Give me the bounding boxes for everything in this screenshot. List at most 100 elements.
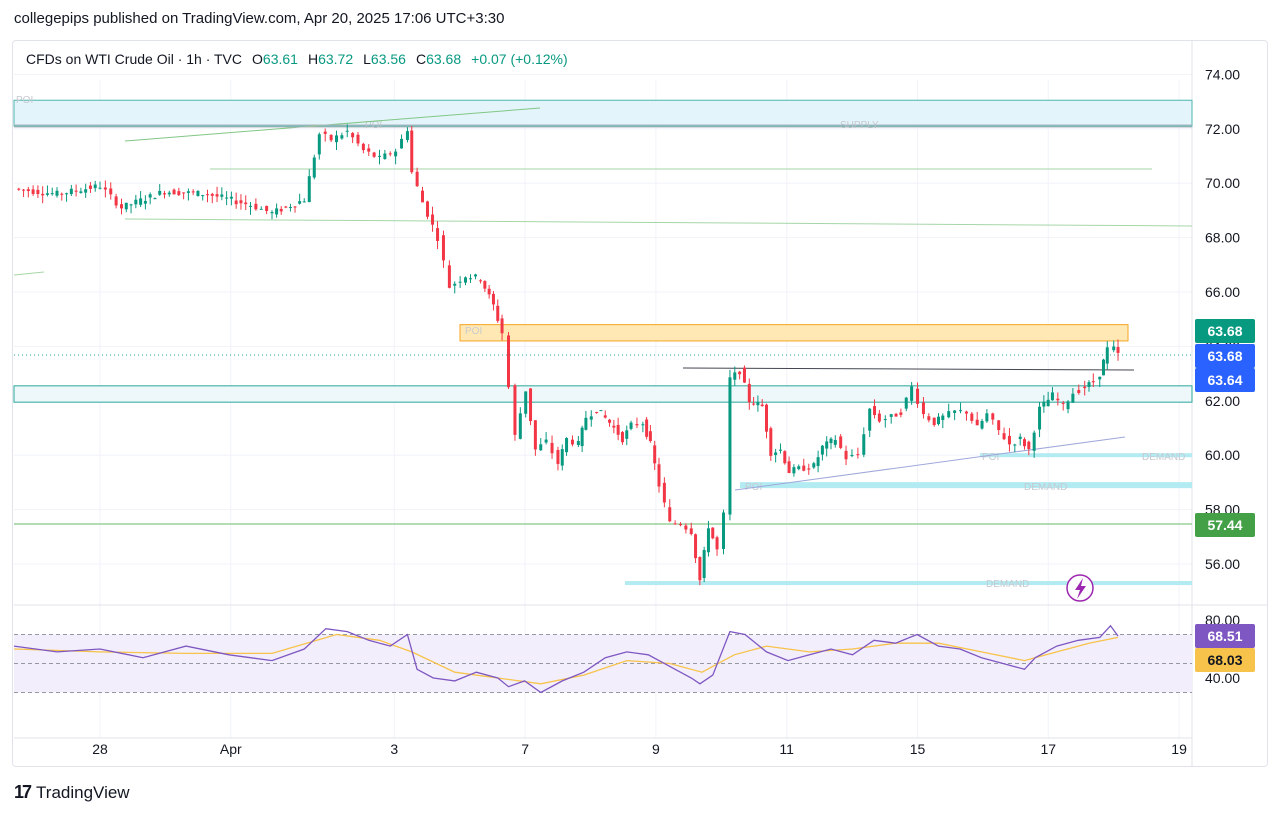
candle-body bbox=[1013, 444, 1017, 446]
candle-body bbox=[603, 415, 607, 418]
candle-body bbox=[937, 416, 940, 425]
candle-body bbox=[275, 208, 279, 215]
rsi-ma-badge bbox=[1195, 648, 1255, 672]
candle-body bbox=[148, 194, 152, 198]
candle-body bbox=[307, 176, 311, 203]
price-tick-label: 72.00 bbox=[1205, 121, 1240, 137]
candle-body bbox=[74, 190, 78, 192]
candle-body bbox=[298, 201, 302, 204]
support-band bbox=[13, 385, 1193, 403]
candle-body bbox=[1032, 432, 1036, 451]
zone-label: POI bbox=[465, 326, 482, 337]
candle-body bbox=[932, 417, 936, 425]
candle-body bbox=[769, 428, 773, 456]
candle-body bbox=[1050, 392, 1054, 401]
time-tick-label: 17 bbox=[1041, 741, 1057, 757]
candle-body bbox=[668, 507, 672, 522]
candle-body bbox=[792, 467, 796, 474]
candle-body bbox=[98, 187, 102, 189]
candle-body bbox=[36, 189, 40, 194]
candle-body bbox=[45, 193, 49, 195]
candle-body bbox=[474, 274, 478, 277]
candle-body bbox=[722, 512, 725, 549]
candle-body bbox=[84, 189, 88, 193]
candle-body bbox=[844, 450, 848, 460]
candle-body bbox=[186, 191, 190, 193]
candle-body bbox=[560, 449, 564, 466]
brand-name: TradingView bbox=[36, 782, 130, 802]
candle-body bbox=[22, 189, 26, 191]
candle-body bbox=[829, 438, 833, 444]
rsi-badge-label: 68.51 bbox=[1207, 628, 1242, 644]
candle-body bbox=[120, 204, 123, 209]
candle-body bbox=[1112, 346, 1116, 351]
candle-body bbox=[991, 413, 995, 420]
candle-body bbox=[953, 410, 957, 413]
candle-body bbox=[88, 185, 92, 189]
candle-body bbox=[129, 204, 133, 206]
candle-body bbox=[728, 377, 732, 515]
candle-body bbox=[889, 414, 893, 417]
candle-body bbox=[706, 528, 710, 553]
candle-body bbox=[60, 193, 64, 195]
rsi-ma-badge-label: 68.03 bbox=[1207, 652, 1242, 668]
candle-body bbox=[738, 371, 742, 375]
candle-body bbox=[410, 130, 414, 173]
candle-body bbox=[752, 403, 756, 405]
trend-line bbox=[13, 271, 45, 276]
candle-body bbox=[662, 482, 666, 503]
rsi-line bbox=[13, 624, 1119, 694]
candle-body bbox=[673, 523, 677, 525]
price-badge-label: 63.68 bbox=[1207, 348, 1242, 364]
candle-body bbox=[916, 388, 920, 404]
candle-body bbox=[244, 202, 248, 205]
candle-body bbox=[163, 193, 166, 195]
candle-body bbox=[839, 436, 843, 448]
close-value: C63.68 bbox=[415, 51, 462, 67]
candle-body bbox=[1038, 406, 1042, 430]
candle-body bbox=[312, 157, 316, 178]
open-value: O63.61 bbox=[252, 51, 298, 67]
candle-body bbox=[570, 439, 574, 445]
candle-body bbox=[894, 413, 898, 417]
candle-body bbox=[616, 424, 620, 435]
candle-body bbox=[985, 413, 989, 422]
price-badge-label: 57.44 bbox=[1207, 517, 1242, 533]
candle-body bbox=[254, 203, 258, 210]
candle-body bbox=[114, 196, 118, 206]
candle-body bbox=[351, 133, 355, 138]
candle-body bbox=[565, 437, 569, 453]
candle-body bbox=[317, 134, 321, 155]
candle-body bbox=[580, 427, 584, 447]
candle-body bbox=[947, 411, 951, 418]
tradingview-footer[interactable]: 17 TradingView bbox=[14, 782, 130, 803]
candle-body bbox=[556, 449, 560, 464]
alert-lightning-icon[interactable] bbox=[1066, 574, 1094, 602]
candle-body bbox=[206, 194, 209, 196]
symbol-legend: CFDs on WTI Crude Oil · 1h · TVC O63.61 … bbox=[26, 51, 568, 67]
candle-body bbox=[1018, 436, 1022, 440]
candle-body bbox=[479, 280, 483, 282]
zone-label: DEMAND bbox=[1024, 482, 1067, 493]
candle-body bbox=[679, 524, 682, 526]
candle-body bbox=[702, 550, 706, 579]
symbol-name[interactable]: CFDs on WTI Crude Oil · 1h · TVC bbox=[26, 51, 243, 67]
candle-body bbox=[293, 206, 297, 208]
candle-body bbox=[491, 293, 495, 305]
candle-body bbox=[641, 424, 645, 426]
candle-body bbox=[229, 196, 233, 199]
candle-body bbox=[1102, 359, 1106, 376]
candle-body bbox=[1087, 382, 1091, 387]
candle-body bbox=[372, 152, 376, 157]
candle-body bbox=[415, 171, 419, 187]
candle-body bbox=[323, 131, 327, 134]
candle-body bbox=[279, 208, 283, 212]
candle-body bbox=[31, 189, 35, 194]
low-value: L63.56 bbox=[363, 51, 406, 67]
candle-body bbox=[1042, 401, 1046, 407]
high-value: H63.72 bbox=[307, 51, 354, 67]
candle-body bbox=[441, 235, 445, 261]
candle-body bbox=[26, 189, 30, 192]
candle-body bbox=[453, 283, 457, 286]
